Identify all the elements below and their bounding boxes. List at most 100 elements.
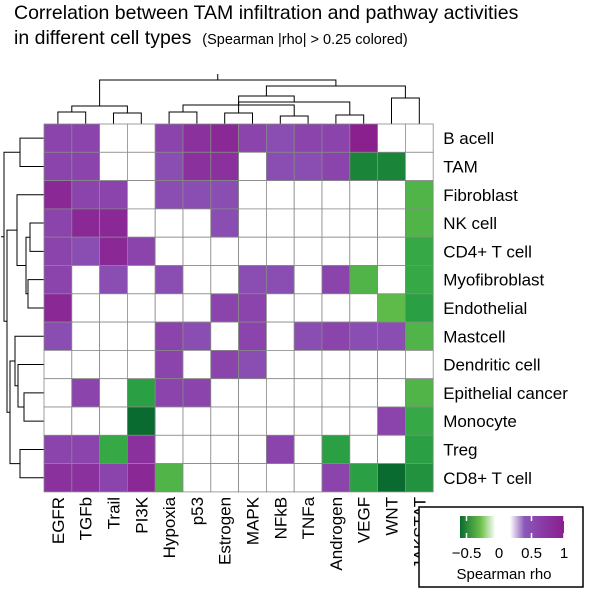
heatmap-cell	[238, 180, 267, 210]
heatmap-cell	[71, 321, 101, 351]
heatmap-cell	[210, 265, 240, 295]
heatmap-cell	[349, 463, 378, 493]
heatmap-cell	[293, 321, 323, 351]
heatmap-cell	[321, 123, 351, 153]
heatmap-cell	[154, 293, 184, 323]
heatmap-cell	[377, 321, 406, 351]
title-note: (Spearman |rho| > 0.25 colored)	[202, 32, 408, 48]
row-label: TAM	[443, 157, 478, 176]
heatmap-cell	[43, 208, 73, 238]
heatmap-cell	[127, 349, 156, 380]
heatmap-cell	[154, 349, 184, 380]
heatmap-cell	[321, 208, 351, 238]
heatmap-cell	[349, 265, 378, 295]
heatmap-cell	[127, 265, 156, 295]
heatmap-cell	[293, 406, 323, 436]
heatmap-cell	[404, 349, 434, 380]
row-label: Fibroblast	[443, 186, 518, 205]
heatmap-cell	[154, 208, 184, 238]
heatmap-cell	[99, 123, 128, 153]
heatmap-cell	[71, 434, 101, 464]
row-label: Monocyte	[443, 412, 517, 431]
heatmap-cell	[377, 378, 406, 408]
heatmap-cell	[127, 236, 156, 266]
heatmap-cell	[99, 265, 128, 295]
heatmap-cell	[71, 293, 101, 323]
heatmap-cell	[99, 151, 128, 182]
heatmap-cell	[154, 378, 184, 408]
column-dendrogram	[57, 74, 420, 124]
heatmap-cell	[43, 265, 73, 295]
heatmap-cell	[377, 208, 406, 238]
heatmap-cell	[321, 434, 351, 464]
heatmap-cell	[99, 406, 128, 436]
heatmap-cell	[99, 293, 128, 323]
heatmap-cell	[404, 406, 434, 436]
heatmap-cell	[154, 434, 184, 464]
heatmap-cell	[377, 349, 406, 380]
heatmap-cell	[349, 180, 378, 210]
heatmap-cell	[349, 378, 378, 408]
heatmap-cell	[349, 406, 378, 436]
heatmap-cell	[349, 151, 378, 182]
legend-tick-label: 1	[560, 545, 568, 562]
heatmap-cell	[404, 434, 434, 464]
heatmap-cell	[238, 151, 267, 182]
heatmap-cell	[377, 293, 406, 323]
column-label: TNFa	[299, 496, 318, 539]
heatmap-cell	[210, 434, 240, 464]
heatmap-cell	[182, 321, 212, 351]
heatmap-cell	[321, 180, 351, 210]
heatmap-cell	[127, 151, 156, 182]
column-label: EGFR	[49, 497, 68, 544]
heatmap-cell	[404, 123, 434, 153]
row-label: Treg	[443, 440, 477, 459]
heatmap-cell	[43, 349, 73, 380]
heatmap-cell	[404, 208, 434, 238]
heatmap-cell	[265, 293, 295, 323]
title-line-1: Correlation between TAM infiltration and…	[14, 2, 519, 24]
heatmap-cell	[127, 463, 156, 493]
heatmap-cell	[99, 463, 128, 493]
heatmap-cell	[377, 180, 406, 210]
heatmap-cell	[43, 123, 73, 153]
heatmap-cell	[210, 151, 240, 182]
heatmap-cell	[321, 378, 351, 408]
heatmap-cells	[43, 123, 434, 493]
heatmap-cell	[127, 378, 156, 408]
heatmap-cell	[71, 180, 101, 210]
legend-tick-label: 0	[495, 545, 503, 562]
heatmap-cell	[210, 349, 240, 380]
column-label: Trail	[105, 497, 124, 529]
heatmap-cell	[182, 406, 212, 436]
heatmap-cell	[99, 378, 128, 408]
heatmap-cell	[238, 321, 267, 351]
heatmap-cell	[293, 378, 323, 408]
heatmap-cell	[265, 378, 295, 408]
heatmap-cell	[404, 151, 434, 182]
heatmap-cell	[293, 463, 323, 493]
heatmap-cell	[99, 321, 128, 351]
heatmap-cell	[293, 293, 323, 323]
heatmap-cell	[182, 293, 212, 323]
heatmap-cell	[71, 151, 101, 182]
row-label: Mastcell	[443, 327, 505, 346]
heatmap-cell	[99, 180, 128, 210]
heatmap-cell	[293, 123, 323, 153]
heatmap-cell	[377, 463, 406, 493]
heatmap-cell	[238, 349, 267, 380]
row-label: Epithelial cancer	[443, 384, 568, 403]
heatmap-cell	[182, 463, 212, 493]
heatmap-cell	[182, 349, 212, 380]
heatmap-cell	[99, 434, 128, 464]
legend-title: Spearman rho	[456, 566, 551, 583]
row-label: NK cell	[443, 214, 497, 233]
heatmap-cell	[293, 265, 323, 295]
row-label: CD4+ T cell	[443, 242, 532, 261]
heatmap-cell	[43, 463, 73, 493]
heatmap-cell	[43, 406, 73, 436]
row-label: Endothelial	[443, 299, 527, 318]
heatmap-cell	[265, 434, 295, 464]
heatmap-cell	[349, 208, 378, 238]
heatmap-cell	[127, 123, 156, 153]
